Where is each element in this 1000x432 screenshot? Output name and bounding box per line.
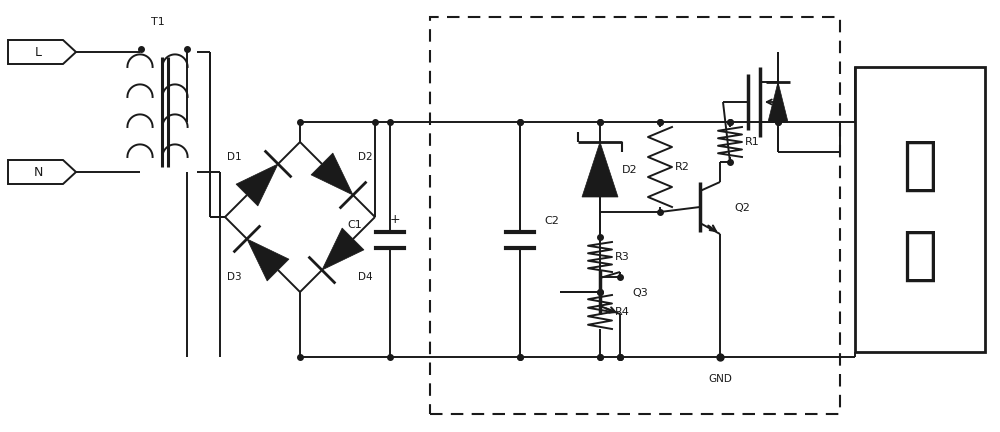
Text: C1: C1 (348, 219, 362, 229)
Polygon shape (8, 160, 76, 184)
Text: D2: D2 (358, 152, 373, 162)
Text: C2: C2 (545, 216, 559, 226)
Text: D4: D4 (358, 271, 373, 282)
Text: Q3: Q3 (632, 288, 648, 298)
Polygon shape (236, 164, 278, 206)
Polygon shape (247, 239, 289, 281)
Text: T1: T1 (151, 17, 165, 27)
Bar (430, 17, 840, 414)
Polygon shape (311, 153, 353, 195)
Polygon shape (322, 228, 364, 270)
Bar (855, 67, 985, 352)
Polygon shape (582, 142, 618, 197)
Text: +: + (390, 213, 400, 226)
Text: Q2: Q2 (734, 203, 750, 213)
Polygon shape (768, 82, 788, 122)
Text: R3: R3 (615, 252, 629, 262)
Text: D1: D1 (227, 152, 242, 162)
Text: 负: 负 (902, 137, 938, 194)
Text: D3: D3 (227, 271, 242, 282)
Text: D2: D2 (622, 165, 638, 175)
Text: L: L (34, 45, 42, 58)
Text: 载: 载 (902, 226, 938, 283)
Text: R1: R1 (745, 137, 759, 147)
Text: R2: R2 (675, 162, 689, 172)
Text: N: N (33, 165, 43, 178)
Text: GND: GND (708, 374, 732, 384)
Text: R4: R4 (615, 307, 629, 317)
Polygon shape (8, 40, 76, 64)
